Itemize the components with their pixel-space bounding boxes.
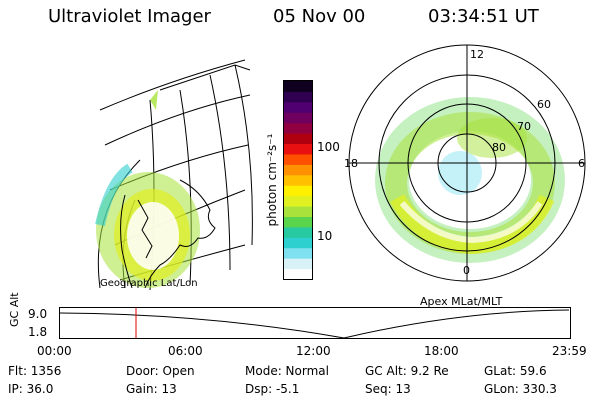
polar-plot: 12 6 0 18 60 70 80 (344, 44, 586, 282)
aurora-glow (95, 90, 200, 288)
timeline-xtick-1200: 12:00 (296, 344, 331, 358)
colorbar-segment (284, 237, 312, 249)
colorbar-segment (284, 153, 312, 165)
geographic-image: Geographic Lat/Lon (95, 59, 253, 290)
mlt-label-0: 0 (463, 264, 470, 277)
colorbar-border (283, 80, 313, 280)
colorbar-segment (284, 195, 312, 207)
timeline-xtick-1800: 18:00 (424, 344, 459, 358)
lat-label-80: 80 (492, 141, 506, 154)
colorbar-segment (284, 226, 312, 238)
colorbar-segment (284, 268, 312, 280)
mlt-label-18: 18 (344, 157, 358, 170)
info-glat: GLat: 59.6 (484, 364, 547, 378)
timeline-plot (59, 307, 571, 339)
polar-aurora-oval (375, 97, 565, 263)
date-label: 05 Nov 00 (273, 6, 366, 27)
colorbar-tick-10: 10 (317, 229, 333, 243)
timeline-axis-label: GC Alt (8, 292, 21, 327)
info-ip: IP: 36.0 (8, 382, 54, 396)
info-dsp: Dsp: -5.1 (245, 382, 300, 396)
polar-panel-label: Apex MLat/MLT (420, 295, 503, 308)
timeline-ytick-bottom: 1.8 (28, 325, 48, 339)
colorbar-segment (284, 143, 312, 155)
info-gcalt: GC Alt: 9.2 Re (365, 364, 449, 378)
colorbar-segment (284, 101, 312, 113)
colorbar-segment (284, 133, 312, 145)
colorbar-segment (284, 216, 312, 228)
info-seq: Seq: 13 (365, 382, 411, 396)
colorbar-segment (284, 174, 312, 186)
colorbar (283, 80, 313, 280)
lat-label-60: 60 (537, 98, 551, 111)
colorbar-segment (284, 206, 312, 217)
timeline-ytick-top: 9.0 (28, 307, 48, 321)
instrument-title: Ultraviolet Imager (48, 6, 211, 27)
colorbar-unit-label: photon cm⁻²s⁻¹ (265, 133, 279, 227)
info-door: Door: Open (126, 364, 195, 378)
colorbar-segment (284, 112, 312, 124)
colorbar-segment (284, 81, 312, 92)
mlt-label-6: 6 (578, 157, 585, 170)
info-glon: GLon: 330.3 (484, 382, 557, 396)
mlt-label-12: 12 (470, 48, 484, 61)
info-gain: Gain: 13 (126, 382, 177, 396)
coastline (120, 179, 216, 289)
colorbar-segment (284, 247, 312, 259)
colorbar-segment (284, 91, 312, 103)
lat-label-70: 70 (517, 120, 531, 133)
time-label: 03:34:51 UT (428, 6, 539, 27)
polar-grid (348, 44, 586, 282)
geo-panel-label: Geographic Lat/Lon (100, 278, 198, 289)
colorbar-segment (284, 258, 312, 270)
timeline-xtick-2359: 23:59 (552, 344, 587, 358)
colorbar-segment (284, 122, 312, 134)
colorbar-segment (284, 185, 312, 197)
info-mode: Mode: Normal (245, 364, 329, 378)
timeline-xtick-0000: 00:00 (37, 344, 72, 358)
colorbar-tick-100: 100 (317, 140, 340, 154)
info-flt: Flt: 1356 (8, 364, 62, 378)
timeline-xtick-0600: 06:00 (168, 344, 203, 358)
colorbar-segment (284, 164, 312, 176)
